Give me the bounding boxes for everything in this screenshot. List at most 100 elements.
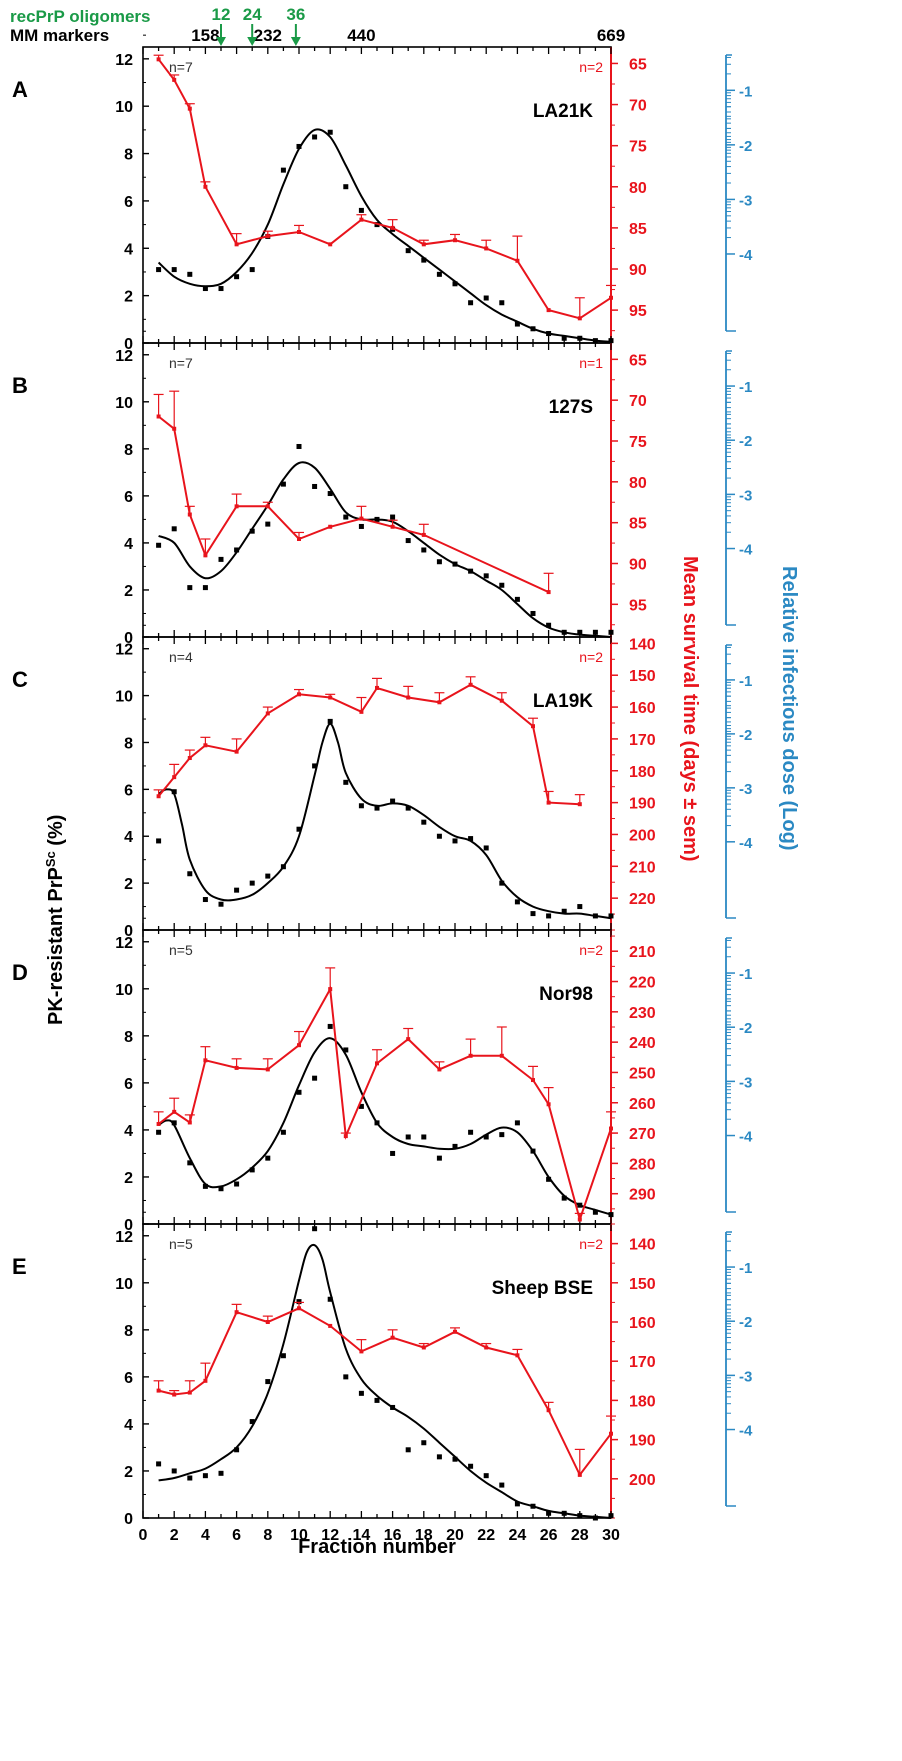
oligomer-arrow-head [216,37,226,46]
survival-data-point [421,242,426,247]
prpsc-data-point [436,833,442,839]
left-axis-title-prefix: PK-resistant PrP [45,867,67,1025]
survival-tick-label: 85 [629,221,647,238]
survival-tick-label: 270 [629,1126,656,1143]
survival-line [157,683,580,806]
survival-data-point [468,1053,473,1058]
survival-data-point [577,1217,582,1222]
prpsc-data-point [592,338,598,344]
survival-tick-label: 85 [629,516,647,533]
prpsc-data-point [374,1120,380,1126]
prpsc-data-point [546,1510,552,1516]
survival-data-point [297,1306,301,1311]
prpsc-data-point [358,523,364,529]
left-tick-label: 10 [115,689,133,706]
left-tick-label: 4 [124,1123,133,1140]
oligomer-header-label: recPrP oligomers [10,7,150,26]
infectious-dose-tick-label: -4 [739,1423,753,1440]
prpsc-data-point [187,271,193,277]
plot-frame [142,929,612,1225]
prpsc-data-point [452,281,458,287]
survival-data-point [156,794,161,799]
prpsc-data-point [312,763,318,769]
survival-data-point [297,692,301,697]
x-tick-label: 18 [415,1527,433,1544]
survival-tick-label: 250 [629,1065,656,1082]
prpsc-fit-curve [158,461,612,638]
survival-data-point [328,1323,333,1328]
survival-data-point [187,106,192,111]
left-tick-label: 8 [124,1029,133,1046]
panel-c: C LA19K n=4 n=2 0 2 4 6 8 10 12 140 150 160 170 180 190 2… [12,624,753,940]
survival-data-point [172,426,177,431]
prpsc-data-point [483,845,489,851]
survival-tick-label: 90 [629,557,647,574]
survival-data-point [156,57,161,62]
x-tick-label: 26 [540,1527,558,1544]
left-tick-label: 4 [124,536,133,553]
survival-data-point [234,1310,239,1315]
survival-tick-label: 170 [629,732,656,749]
survival-tick-label: 70 [629,98,647,115]
survival-tick-label: 290 [629,1187,656,1204]
infectious-dose-tick-label: -3 [739,781,752,798]
prpsc-data-point [343,514,349,520]
prpsc-data-point [530,610,536,616]
survival-data-point [172,1109,177,1114]
survival-data-point [437,1067,442,1072]
prpsc-data-point [218,901,224,907]
prpsc-data-point [546,913,552,919]
oligomer-marker-label: 36 [286,5,305,24]
survival-tick-label: 240 [629,1035,656,1052]
n-count-left: n=7 [169,59,193,75]
survival-data-point [172,1392,177,1397]
x-tick-label: 24 [509,1527,527,1544]
prpsc-data-point [343,779,349,785]
x-tick-label: 4 [201,1527,210,1544]
survival-data-point [297,537,301,541]
left-tick-label: 2 [124,876,133,893]
prpsc-data-point [327,1296,333,1302]
survival-tick-label: 210 [629,859,656,876]
n-count-right: n=2 [579,59,603,75]
infectious-dose-tick-label: -2 [739,138,752,155]
prpsc-data-point [468,1129,474,1135]
prpsc-data-point [514,596,520,602]
survival-data-point [577,1472,582,1477]
prpsc-data-point [561,335,567,341]
prpsc-data-point [514,1501,520,1507]
prpsc-data-point [156,1461,162,1467]
survival-data-point [297,1043,301,1048]
n-count-right: n=1 [579,355,603,371]
survival-data-point [515,1353,520,1358]
left-tick-label: 2 [124,583,133,600]
infectious-dose-tick-label: -3 [739,1368,752,1385]
prpsc-data-point [187,1160,193,1166]
x-tick-label: 22 [477,1527,495,1544]
x-tick-label: 10 [290,1527,308,1544]
prpsc-data-point [234,547,240,553]
prpsc-data-point [171,789,177,795]
prpsc-data-point [499,880,505,886]
left-tick-label: 12 [115,52,133,69]
survival-data-point [359,516,364,521]
prpsc-data-point [218,286,224,292]
prpsc-data-point [546,622,552,628]
prpsc-data-point [280,481,286,487]
prpsc-data-point [358,207,364,213]
prpsc-data-point [577,904,583,910]
prpsc-data-point [296,443,302,449]
x-tick-label: 2 [170,1527,179,1544]
survival-tick-label: 160 [629,700,656,717]
prpsc-data-point [592,1209,598,1215]
survival-tick-label: 150 [629,668,656,685]
left-tick-label: 10 [115,99,133,116]
left-tick-label: 0 [124,1511,133,1528]
survival-data-point [421,1345,426,1350]
prpsc-data-point [249,528,255,534]
infectious-dose-tick-label: -4 [739,835,753,852]
prpsc-data-point [483,295,489,301]
survival-data-point [265,711,270,716]
survival-tick-label: 70 [629,393,647,410]
